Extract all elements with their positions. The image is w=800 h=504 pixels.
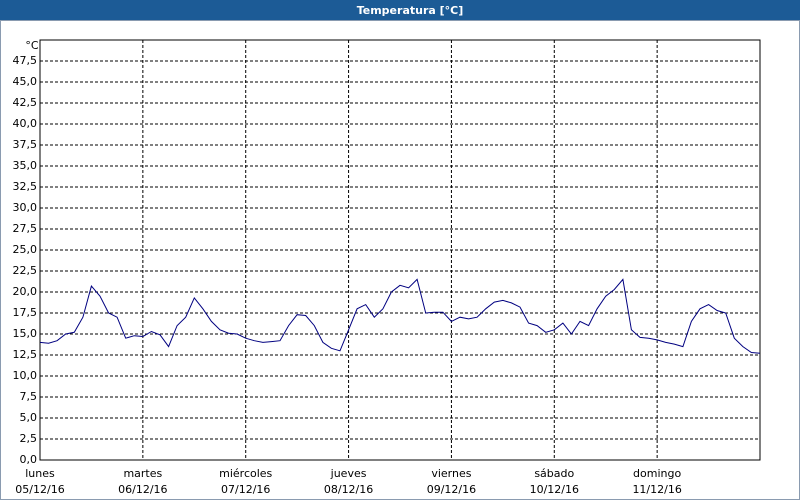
x-tick-sublabel: 09/12/16 <box>427 483 476 496</box>
y-unit: °C <box>25 39 39 52</box>
title-bar <box>0 0 800 20</box>
y-tick-label: 42,5 <box>13 96 38 109</box>
y-tick-label: 17,5 <box>13 306 38 319</box>
y-tick-label: 12,5 <box>13 348 38 361</box>
y-tick-label: 15,0 <box>13 327 38 340</box>
y-tick-label: 30,0 <box>13 201 38 214</box>
y-tick-label: 35,0 <box>13 159 38 172</box>
x-tick-label: miércoles <box>219 467 272 480</box>
x-tick-sublabel: 07/12/16 <box>221 483 270 496</box>
x-tick-sublabel: 06/12/16 <box>118 483 167 496</box>
y-tick-label: 7,5 <box>20 390 38 403</box>
y-tick-label: 47,5 <box>13 54 38 67</box>
x-tick-label: martes <box>123 467 162 480</box>
y-tick-label: 40,0 <box>13 117 38 130</box>
x-tick-label: sábado <box>534 467 574 480</box>
y-tick-label: 0,0 <box>20 453 38 466</box>
x-tick-sublabel: 10/12/16 <box>530 483 579 496</box>
x-tick-label: lunes <box>25 467 55 480</box>
y-tick-label: 10,0 <box>13 369 38 382</box>
y-tick-label: 5,0 <box>20 411 38 424</box>
x-tick-label: jueves <box>330 467 367 480</box>
y-tick-label: 25,0 <box>13 243 38 256</box>
y-tick-label: 2,5 <box>20 432 38 445</box>
x-tick-sublabel: 08/12/16 <box>324 483 373 496</box>
y-tick-label: 27,5 <box>13 222 38 235</box>
y-tick-label: 32,5 <box>13 180 38 193</box>
x-tick-sublabel: 05/12/16 <box>15 483 64 496</box>
window-border <box>0 20 800 500</box>
temperature-line <box>39 278 761 354</box>
y-tick-label: 45,0 <box>13 75 38 88</box>
x-tick-label: viernes <box>431 467 471 480</box>
chart-title: Temperatura [°C] <box>357 4 464 17</box>
x-tick-sublabel: 11/12/16 <box>632 483 681 496</box>
y-tick-label: 20,0 <box>13 285 38 298</box>
plot-frame <box>39 39 761 461</box>
y-tick-label: 22,5 <box>13 264 38 277</box>
x-tick-label: domingo <box>633 467 681 480</box>
y-tick-label: 37,5 <box>13 138 38 151</box>
